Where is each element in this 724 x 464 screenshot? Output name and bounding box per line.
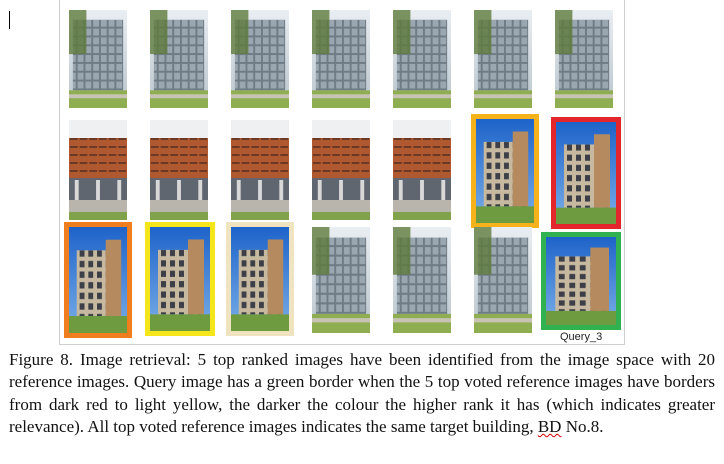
reference-image [231, 120, 289, 220]
ranked-image-rank-3 [471, 114, 539, 228]
caption-building-number: No.8. [561, 417, 604, 437]
reference-image [474, 227, 532, 333]
ranked-image-rank-2 [64, 222, 132, 338]
reference-image [69, 10, 127, 108]
caption-text: Figure 8. Image retrieval: 5 top ranked … [9, 350, 715, 437]
reference-image [150, 10, 208, 108]
reference-image [312, 10, 370, 108]
ranked-image-rank-5 [226, 222, 294, 336]
figure-caption: Figure 8. Image retrieval: 5 top ranked … [0, 346, 724, 464]
reference-image [312, 227, 370, 333]
query-image [541, 232, 621, 330]
reference-image [393, 120, 451, 220]
reference-image [393, 227, 451, 333]
reference-image [393, 10, 451, 108]
reference-image [231, 10, 289, 108]
reference-image [555, 10, 613, 108]
reference-image [312, 120, 370, 220]
text-cursor [9, 11, 10, 29]
caption-building-abbrev: BD [537, 417, 562, 437]
reference-image [69, 120, 127, 220]
reference-image [474, 10, 532, 108]
reference-image [150, 120, 208, 220]
query-image-label: Query_3 [560, 331, 603, 343]
ranked-image-rank-1 [551, 117, 621, 229]
figure-panel [59, 0, 625, 345]
ranked-image-rank-4 [145, 222, 215, 336]
